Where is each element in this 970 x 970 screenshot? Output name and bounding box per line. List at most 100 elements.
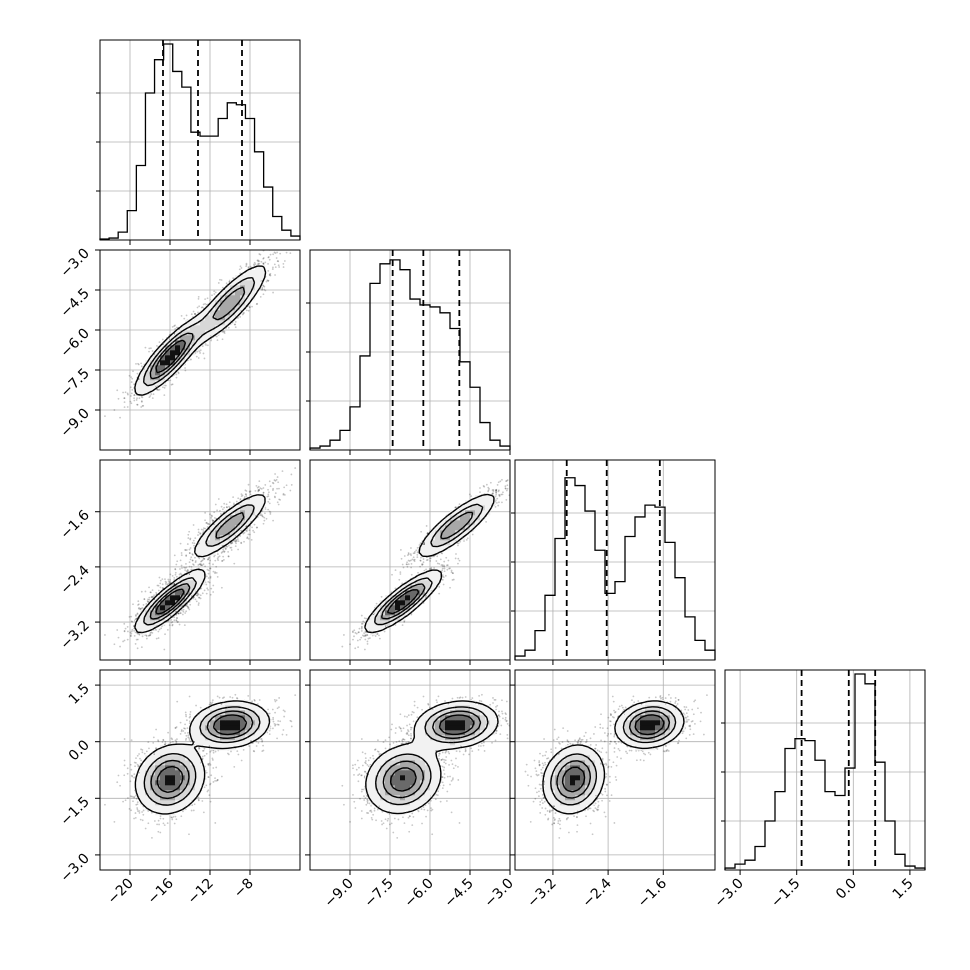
- contour-segment: [172, 341, 178, 347]
- contour-segment: [175, 360, 179, 363]
- sample-point: [248, 533, 251, 536]
- density-cell: [140, 375, 146, 381]
- density-cell: [225, 315, 231, 321]
- sample-point: [257, 260, 260, 263]
- density-cell: [230, 300, 236, 306]
- sample-point: [263, 288, 266, 291]
- contour-segment: [187, 317, 193, 323]
- contour-segment: [167, 376, 171, 381]
- contour-segment: [263, 267, 267, 273]
- sample-point: [221, 331, 224, 333]
- density-cell: [180, 325, 186, 331]
- sample-point: [226, 506, 228, 509]
- sample-point: [197, 564, 200, 566]
- contour-segment: [183, 352, 189, 358]
- sample-point: [186, 605, 189, 608]
- sample-point: [158, 341, 161, 343]
- contour-segment: [224, 284, 228, 289]
- density-cell: [145, 385, 151, 391]
- sample-point: [233, 562, 236, 565]
- sample-point: [239, 315, 242, 318]
- density-panel-1-0: [99, 238, 301, 451]
- sample-point: [234, 540, 237, 543]
- sample-point: [215, 335, 218, 338]
- sample-point: [177, 612, 180, 615]
- density-cell: [145, 370, 151, 376]
- sample-point: [140, 590, 143, 593]
- density-cell: [205, 335, 211, 341]
- contour-segment: [249, 288, 254, 293]
- contour-segment: [162, 347, 168, 353]
- density-cell: [165, 355, 171, 361]
- density-cell: [255, 285, 261, 291]
- sample-point: [258, 489, 261, 492]
- panel-frame: [99, 39, 301, 241]
- sample-point: [272, 487, 275, 490]
- sample-point: [206, 344, 209, 347]
- contour-segment: [154, 354, 159, 358]
- sample-point: [147, 598, 149, 601]
- sample-point: [140, 362, 142, 365]
- density-cell: [160, 365, 166, 371]
- sample-point: [251, 305, 253, 308]
- contour-segment: [262, 265, 265, 269]
- sample-point: [174, 571, 177, 574]
- sample-point: [230, 549, 233, 551]
- sample-point: [171, 383, 174, 386]
- density-cell: [200, 320, 206, 326]
- sample-point: [273, 251, 276, 254]
- density-cell: [225, 285, 231, 291]
- density-cell: [175, 365, 181, 371]
- sample-point: [196, 594, 199, 596]
- sample-point: [138, 397, 141, 400]
- sample-point: [294, 238, 296, 240]
- density-cell: [235, 310, 241, 316]
- sample-point: [149, 633, 152, 636]
- contour-segment: [134, 387, 137, 393]
- sample-point: [136, 403, 139, 406]
- sample-point: [235, 542, 237, 545]
- sample-point: [133, 383, 135, 386]
- sample-point: [222, 549, 225, 552]
- contour-segment: [142, 362, 148, 368]
- sample-point: [249, 265, 252, 268]
- contour-segment: [137, 393, 143, 396]
- contour-segment: [162, 371, 166, 376]
- contour-segment: [238, 279, 243, 284]
- sample-point: [123, 639, 126, 642]
- sample-point: [129, 400, 132, 403]
- sample-point: [213, 290, 216, 293]
- sample-point: [266, 279, 269, 282]
- sample-point: [215, 571, 218, 574]
- sample-point: [198, 596, 201, 599]
- sample-point: [181, 613, 184, 616]
- sample-point: [129, 631, 132, 634]
- sample-point: [249, 490, 252, 493]
- sample-point: [176, 621, 179, 623]
- sample-point: [282, 262, 285, 265]
- sample-point: [289, 489, 292, 492]
- sample-point: [222, 331, 225, 334]
- sample-point: [278, 498, 281, 501]
- sample-point: [225, 506, 228, 508]
- density-cell: [145, 380, 151, 386]
- density-cell: [245, 280, 251, 286]
- sample-point: [219, 278, 221, 281]
- sample-point: [164, 580, 167, 583]
- contour-segment: [243, 297, 248, 303]
- sample-point: [185, 554, 188, 557]
- contour-segment: [163, 379, 168, 384]
- sample-point: [207, 523, 210, 525]
- sample-point: [178, 623, 181, 626]
- sample-point: [126, 392, 129, 395]
- contour-segment: [227, 292, 233, 298]
- sample-point: [198, 350, 201, 353]
- contour-segment: [227, 321, 232, 327]
- contour-segment: [157, 374, 163, 379]
- sample-point: [205, 344, 207, 346]
- sample-point: [124, 391, 127, 394]
- contour-segment: [253, 265, 258, 269]
- contour-segment: [237, 281, 240, 285]
- contour-segment: [230, 280, 233, 284]
- sample-point: [186, 605, 189, 608]
